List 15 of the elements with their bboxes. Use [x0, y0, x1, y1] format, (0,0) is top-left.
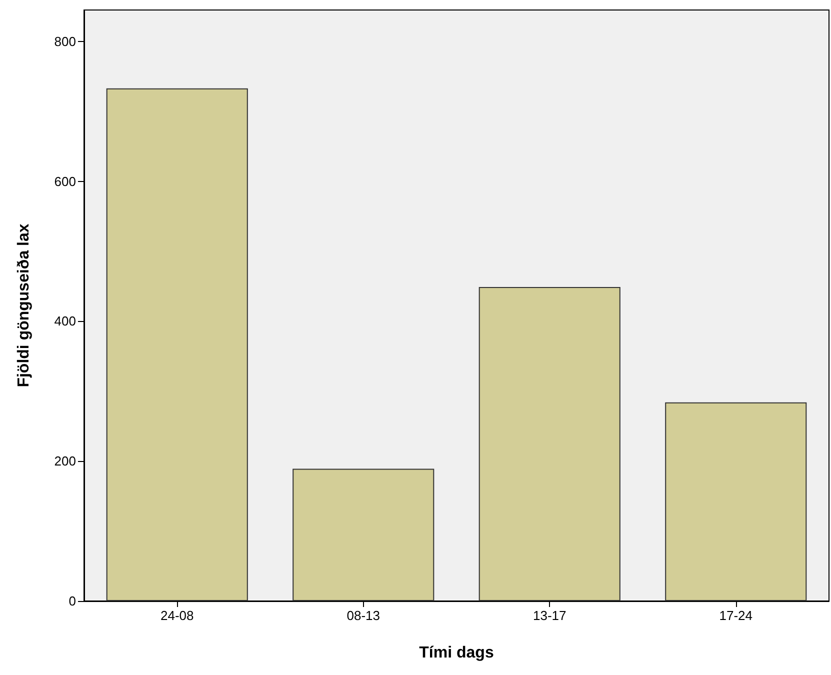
y-tick-label: 200: [54, 454, 76, 469]
bar: [106, 88, 248, 601]
bar: [665, 402, 807, 601]
x-tick-label: 13-17: [533, 608, 566, 623]
bar: [478, 286, 620, 601]
x-tick-label: 24-08: [160, 608, 194, 623]
bar: [292, 468, 434, 601]
y-tick-label: 0: [68, 594, 76, 608]
x-axis-title: Tími dags: [419, 644, 494, 662]
x-tick-label: 17-24: [719, 608, 752, 623]
y-axis-title: Fjöldi gönguseiða lax: [16, 224, 32, 388]
y-tick-label: 600: [54, 174, 76, 189]
y-tick-label: 400: [54, 314, 76, 329]
y-tick-label: 800: [54, 34, 76, 49]
x-tick-label: 08-13: [346, 608, 380, 623]
